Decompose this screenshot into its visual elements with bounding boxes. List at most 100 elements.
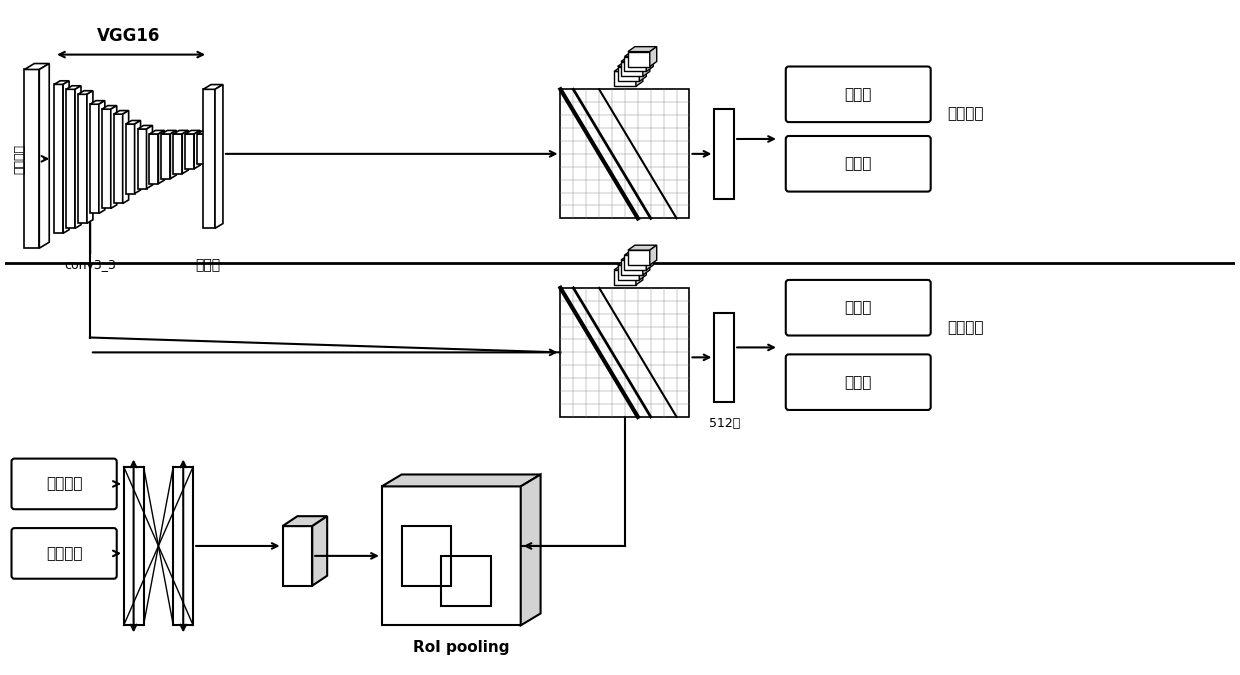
Polygon shape bbox=[312, 516, 327, 586]
Text: 回归层: 回归层 bbox=[844, 375, 872, 389]
Polygon shape bbox=[55, 84, 63, 234]
Polygon shape bbox=[174, 134, 182, 173]
Polygon shape bbox=[102, 105, 117, 109]
Polygon shape bbox=[642, 255, 650, 275]
FancyBboxPatch shape bbox=[11, 528, 117, 578]
Text: 肺部切片: 肺部切片 bbox=[12, 144, 26, 174]
Polygon shape bbox=[206, 130, 212, 164]
Polygon shape bbox=[618, 260, 646, 265]
FancyBboxPatch shape bbox=[786, 67, 931, 122]
Text: 分类概率: 分类概率 bbox=[46, 477, 82, 491]
Bar bbox=[618, 67, 640, 82]
Text: conv3_3: conv3_3 bbox=[64, 258, 115, 271]
Polygon shape bbox=[150, 130, 165, 134]
Polygon shape bbox=[91, 104, 99, 213]
Polygon shape bbox=[66, 86, 81, 89]
Bar bbox=[441, 556, 491, 605]
Polygon shape bbox=[161, 134, 170, 179]
Polygon shape bbox=[621, 255, 650, 260]
Polygon shape bbox=[135, 121, 140, 194]
Polygon shape bbox=[87, 90, 93, 223]
Text: 边框预测: 边框预测 bbox=[46, 546, 82, 561]
Polygon shape bbox=[182, 130, 188, 173]
Polygon shape bbox=[102, 109, 110, 209]
Polygon shape bbox=[125, 124, 135, 194]
Bar bbox=[560, 288, 689, 417]
Polygon shape bbox=[646, 250, 653, 270]
Polygon shape bbox=[161, 130, 176, 134]
Polygon shape bbox=[197, 130, 212, 134]
Polygon shape bbox=[650, 47, 657, 67]
Bar bbox=[627, 51, 650, 67]
FancyBboxPatch shape bbox=[11, 458, 117, 509]
Polygon shape bbox=[640, 61, 646, 82]
Polygon shape bbox=[159, 130, 165, 184]
Polygon shape bbox=[25, 63, 50, 70]
Polygon shape bbox=[123, 111, 129, 203]
Text: 回归层: 回归层 bbox=[844, 157, 872, 171]
Polygon shape bbox=[195, 130, 200, 169]
Polygon shape bbox=[110, 105, 117, 209]
Bar bbox=[714, 109, 734, 198]
Polygon shape bbox=[521, 475, 541, 625]
Polygon shape bbox=[646, 51, 653, 72]
Bar bbox=[614, 270, 636, 285]
Polygon shape bbox=[146, 126, 153, 188]
Polygon shape bbox=[197, 134, 206, 164]
Polygon shape bbox=[25, 70, 40, 248]
Polygon shape bbox=[114, 111, 129, 114]
Bar bbox=[283, 526, 312, 586]
Polygon shape bbox=[66, 89, 76, 228]
Polygon shape bbox=[170, 130, 176, 179]
Bar bbox=[627, 250, 650, 265]
Polygon shape bbox=[185, 134, 195, 169]
Polygon shape bbox=[185, 130, 200, 134]
Polygon shape bbox=[382, 475, 541, 487]
Polygon shape bbox=[203, 84, 223, 89]
Polygon shape bbox=[621, 57, 650, 61]
Bar bbox=[625, 57, 646, 72]
Polygon shape bbox=[625, 51, 653, 57]
Bar bbox=[382, 487, 521, 625]
Polygon shape bbox=[55, 81, 69, 84]
Text: 分类层: 分类层 bbox=[844, 300, 872, 315]
Polygon shape bbox=[636, 265, 642, 285]
Polygon shape bbox=[215, 84, 223, 228]
Polygon shape bbox=[76, 86, 81, 228]
Polygon shape bbox=[150, 134, 159, 184]
Polygon shape bbox=[650, 245, 657, 265]
FancyBboxPatch shape bbox=[786, 280, 931, 335]
Bar bbox=[402, 526, 451, 586]
Polygon shape bbox=[78, 95, 87, 223]
Text: RoI pooling: RoI pooling bbox=[413, 641, 510, 655]
Polygon shape bbox=[627, 245, 657, 250]
Polygon shape bbox=[636, 67, 642, 86]
Text: 反卷积: 反卷积 bbox=[196, 258, 221, 272]
Bar bbox=[174, 466, 193, 625]
Bar bbox=[714, 313, 734, 402]
Polygon shape bbox=[174, 130, 188, 134]
FancyBboxPatch shape bbox=[786, 354, 931, 410]
Polygon shape bbox=[125, 121, 140, 124]
Polygon shape bbox=[627, 47, 657, 51]
Polygon shape bbox=[138, 129, 146, 188]
Bar bbox=[621, 61, 642, 76]
Polygon shape bbox=[114, 114, 123, 203]
Polygon shape bbox=[625, 250, 653, 255]
Polygon shape bbox=[40, 63, 50, 248]
Text: 建议区域: 建议区域 bbox=[947, 107, 985, 122]
Bar bbox=[560, 89, 689, 219]
Polygon shape bbox=[618, 61, 646, 67]
Polygon shape bbox=[614, 67, 642, 72]
Bar bbox=[621, 260, 642, 275]
Bar bbox=[625, 255, 646, 270]
Text: 512维: 512维 bbox=[708, 417, 740, 430]
Text: 建议区域: 建议区域 bbox=[947, 320, 985, 335]
Polygon shape bbox=[63, 81, 69, 234]
Bar bbox=[618, 265, 640, 280]
Text: VGG16: VGG16 bbox=[97, 27, 160, 45]
Bar bbox=[614, 72, 636, 86]
Polygon shape bbox=[203, 89, 215, 228]
Bar bbox=[124, 466, 144, 625]
Polygon shape bbox=[642, 57, 650, 76]
